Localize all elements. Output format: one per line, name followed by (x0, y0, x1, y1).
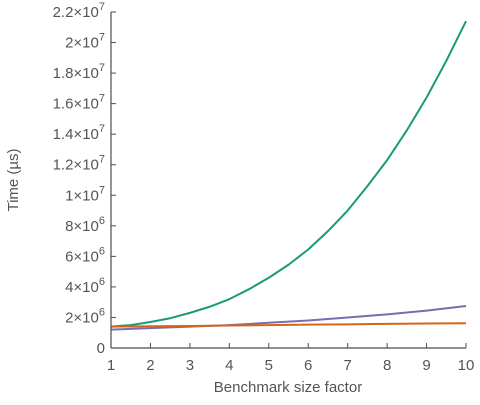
y-tick-label-exponent: 7 (99, 32, 105, 44)
y-tick-label-exponent: 6 (99, 245, 105, 257)
x-tick-label: 2 (146, 357, 154, 374)
y-tick-label-exponent: 6 (99, 306, 105, 318)
y-tick-label-base: 1×10 (65, 187, 99, 204)
x-axis-title: Benchmark size factor (214, 379, 362, 396)
y-tick-label: 8×106 (65, 215, 105, 235)
y-tick-label: 1.2×107 (53, 154, 105, 174)
y-tick-label: 0 (97, 340, 105, 357)
x-tick-label: 6 (304, 357, 312, 374)
y-tick-label: 2×107 (65, 32, 105, 52)
series-layer (110, 20, 467, 331)
y-tick-label: 2.2×107 (53, 1, 105, 21)
y-tick-label-exponent: 6 (99, 215, 105, 227)
x-tick-label: 8 (383, 357, 391, 374)
y-tick-label-base: 1.6×10 (53, 96, 99, 113)
series-line-3 (110, 322, 467, 328)
y-tick-label: 1.6×107 (53, 93, 105, 113)
y-tick-label-base: 8×10 (65, 218, 99, 235)
y-tick-label-exponent: 7 (99, 154, 105, 166)
ticks-layer: 1 2 3 4 5 6 7 8 9 1002×1064×1066×1068×1061×1071.2… (53, 1, 475, 374)
y-tick-label-base: 2.2×10 (53, 4, 99, 21)
y-tick-label-base: 2×10 (65, 309, 99, 326)
y-tick-label-exponent: 7 (99, 184, 105, 196)
axes-layer (110, 12, 466, 349)
y-tick-label: 1.8×107 (53, 62, 105, 82)
series-line-2 (110, 305, 467, 331)
x-tick-label: 7 (343, 357, 351, 374)
y-tick-label-exponent: 7 (99, 123, 105, 135)
y-tick-label: 4×106 (65, 276, 105, 296)
y-axis-title: Time (µs) (5, 148, 22, 211)
y-tick-label-exponent: 6 (99, 276, 105, 288)
y-tick-label-base: 1.2×10 (53, 157, 99, 174)
y-tick-label-exponent: 7 (99, 62, 105, 74)
y-tick-label-exponent: 7 (99, 93, 105, 105)
y-tick-label: 1.4×107 (53, 123, 105, 143)
x-tick-label: 10 (458, 357, 475, 374)
y-tick-label: 6×106 (65, 245, 105, 265)
y-tick-label-base: 0 (97, 340, 105, 357)
x-tick-label: 5 (265, 357, 273, 374)
y-tick-label: 1×107 (65, 184, 105, 204)
y-tick-label-base: 1.4×10 (53, 126, 99, 143)
x-tick-label: 9 (422, 357, 430, 374)
y-tick-label-base: 2×10 (65, 35, 99, 52)
x-tick-label: 1 (107, 357, 115, 374)
series-line-1 (110, 20, 467, 328)
y-tick-label-base: 6×10 (65, 248, 99, 265)
y-tick-label-base: 4×10 (65, 279, 99, 296)
x-tick-label: 4 (225, 357, 233, 374)
x-tick-label: 3 (186, 357, 194, 374)
y-tick-label-base: 1.8×10 (53, 65, 99, 82)
y-tick-label-exponent: 7 (99, 1, 105, 13)
y-tick-label: 2×106 (65, 306, 105, 326)
